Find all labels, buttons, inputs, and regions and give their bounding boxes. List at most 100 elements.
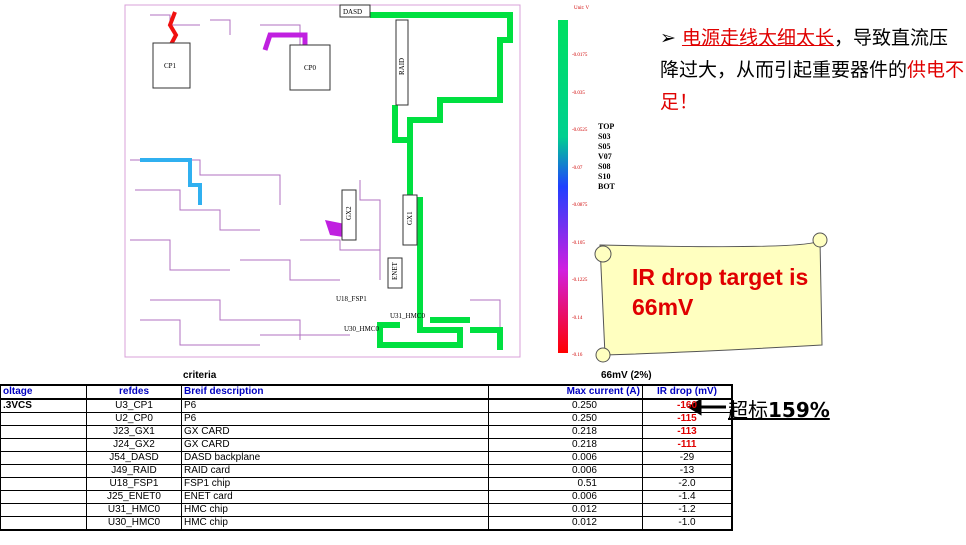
table-row: J23_GX1 GX CARD 0.218 -113 [0,425,733,439]
exceed-pct: 159% [768,398,830,422]
pcb-label: ENET [391,261,399,280]
table-cell [0,477,87,491]
table-cell: HMC chip [181,503,489,517]
table-cell: 0.006 [488,451,643,465]
colorbar-tick: -0.0525 [572,128,588,133]
table-cell: P6 [181,398,489,413]
table-cell: -160 [642,398,733,413]
table-cell [0,412,87,426]
header-cell: Max current (A) [488,384,643,400]
colorbar-tick: -0.105 [572,240,585,246]
components [152,4,418,289]
header-cell: IR drop (mV) [642,384,733,400]
table-cell: P6 [181,412,489,426]
table-cell: -13 [642,464,733,478]
table-cell: RAID card [181,464,489,478]
power-net [370,12,513,350]
table-cell: ENET card [181,490,489,504]
colorbar-tick: -0.035 [572,90,585,96]
colorbar-tick: -0.1225 [572,278,588,283]
bullet: ➢ [660,27,676,49]
table-cell: J23_GX1 [86,425,182,439]
header-cell: refdes [86,384,182,400]
table-cell [0,516,87,531]
table-cell: FSP1 chip [181,477,489,491]
table-cell: -1.0 [642,516,733,531]
exceed-text: 超标 [728,398,768,422]
colorbar-tick: -0.0175 [572,53,588,58]
pcb-label: GX1 [406,211,414,225]
pcb-label: CP0 [304,64,317,72]
colorbar-tick: -0.16 [572,353,583,358]
colorbar-tick: -0.14 [572,315,583,321]
callout-text: ！ [679,91,699,113]
header-cell: Breif description [181,384,489,400]
layer-name: S10 [598,172,611,181]
table-row: U31_HMC0 HMC chip 0.012 -1.2 [0,503,733,517]
header-row: oltage refdes Breif description Max current… [0,384,733,400]
table-cell: U31_HMC0 [86,503,182,517]
table-cell: 0.006 [488,490,643,504]
table-cell: J54_DASD [86,451,182,465]
table-cell [0,451,87,465]
colorbar-tick: -0.0875 [572,203,588,208]
table-cell [0,425,87,439]
table-cell: 0.250 [488,398,643,413]
layer-name: BOT [598,182,615,191]
layer-name: TOP [598,122,615,131]
table-cell [0,503,87,517]
layer-list: TOP S03 S05 V07 S08 S10 BOT [598,122,615,192]
table-cell: -115 [642,412,733,426]
table-row: J24_GX2 GX CARD 0.218 -111 [0,438,733,452]
table-cell: -1.4 [642,490,733,504]
pcb-label: RAID [398,58,406,75]
table-row: J49_RAID RAID card 0.006 -13 [0,464,733,478]
pcb-label: DASD [343,8,362,16]
table-cell [0,464,87,478]
colorbar-tick: -0.07 [572,165,583,171]
callout: ➢ 电源走线太细太长，导致直流压降过大，从而引起重要器件的供电不足！ [660,22,965,118]
criteria-value: 66mV (2%) [601,370,652,381]
table-cell: 0.250 [488,412,643,426]
layer-name: S08 [598,162,611,171]
table-cell: 0.51 [488,477,643,491]
table-row: J54_DASD DASD backplane 0.006 -29 [0,451,733,465]
table-cell: HMC chip [181,516,489,531]
table-cell: 0.218 [488,438,643,452]
header-cell: oltage [0,384,87,400]
table-cell: U18_FSP1 [86,477,182,491]
table-cell: J24_GX2 [86,438,182,452]
scroll [594,232,828,363]
table-cell: -29 [642,451,733,465]
blue-trace [140,158,202,205]
table-cell: 0.006 [488,464,643,478]
criteria-label: criteria [183,370,217,381]
table-cell: 0.012 [488,503,643,517]
table-cell [0,490,87,504]
scroll-text: IR drop target is 66mV [632,264,809,320]
table-cell: GX CARD [181,425,489,439]
pcb-label: U31_HMC0 [390,312,426,320]
ir-table: oltage refdes Breif description Max current… [0,384,733,531]
pcb-label: U30_HMC0 [344,325,380,333]
table-cell: U30_HMC0 [86,516,182,531]
callout-text: ，导致直流压降过大，从而引起重要器件的 [660,27,948,81]
table-cell: GX CARD [181,438,489,452]
layer-name: S05 [598,142,611,151]
table-row: J25_ENET0 ENET card 0.006 -1.4 [0,490,733,504]
pcb-label: GX2 [345,206,353,220]
table-cell: 0.218 [488,425,643,439]
table-cell: U2_CP0 [86,412,182,426]
table-row: .3VCS U3_CP1 P6 0.250 -160 [0,398,733,413]
table-cell: DASD backplane [181,451,489,465]
exceed-note: 超标159% [728,394,830,423]
pcb-label: U18_FSP1 [336,295,367,303]
table-cell: -113 [642,425,733,439]
callout-emph: 电源走线太细太长 [681,27,834,49]
table-cell: J49_RAID [86,464,182,478]
table-cell: .3VCS [0,398,87,413]
pcb-label: CP1 [164,62,177,70]
layer-name: V07 [598,152,612,161]
